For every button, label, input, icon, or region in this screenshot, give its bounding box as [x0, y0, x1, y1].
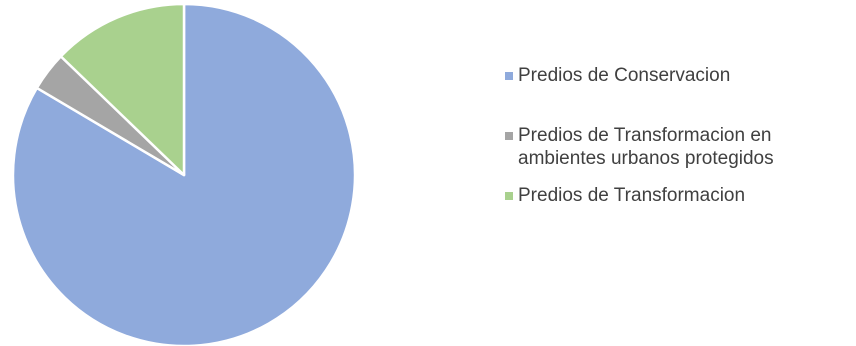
pie-slice-transformacion — [59, 2, 186, 177]
legend-item-transformacion-urbanos: Predios de Transformacion en ambientes u… — [505, 124, 838, 170]
legend-swatch-transformacion-urbanos — [505, 132, 513, 140]
legend-swatch-conservacion — [505, 72, 513, 80]
legend-label-transformacion-urbanos: Predios de Transformacion en ambientes u… — [518, 125, 774, 169]
legend-item-transformacion: Predios de Transformacion — [505, 184, 848, 207]
legend-item-conservacion: Predios de Conservacion — [505, 64, 848, 87]
legend-label-conservacion: Predios de Conservacion — [518, 65, 731, 86]
legend-label-transformacion: Predios de Transformacion — [518, 185, 746, 206]
legend-swatch-transformacion — [505, 192, 513, 200]
